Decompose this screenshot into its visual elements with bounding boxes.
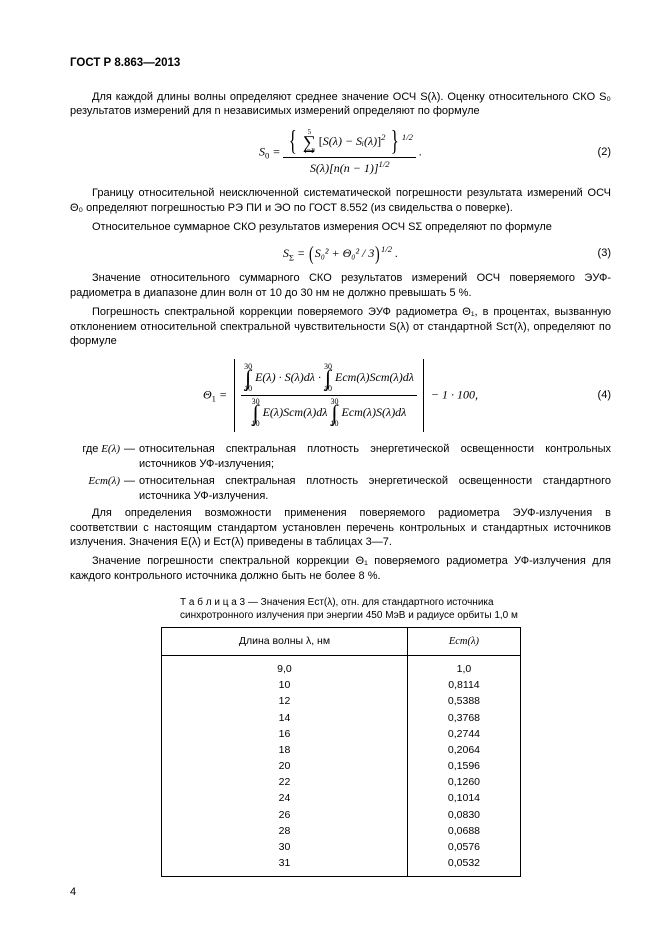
equation-4: Θ1 = 30∫10 E(λ) · S(λ)dλ · 30∫10 Eст(λ)S… [70,359,611,432]
para-7: Значение погрешности спектральной коррек… [70,554,611,584]
table-row: 300,0576 [161,839,520,855]
table-row: 9,01,0 [161,656,520,678]
table-caption-3: Т а б л и ц а 3 — Значения Eст(λ), отн. … [180,596,550,623]
para-2: Границу относительной неисключенной сист… [70,186,611,216]
equation-3: SΣ = (S₀² + Θ₀² / 3)1/2 . (3) [70,245,611,261]
th-est: Eст(λ) [408,627,520,655]
table-row: 280,0688 [161,823,520,839]
para-3: Относительное суммарное СКО результатов … [70,220,611,235]
eq-num-3: (3) [598,246,611,261]
equation-2: S0 = { 5∑i=1 [S(λ) − Sᵢ(λ)]2 }1/2 S(λ)[n… [70,129,611,176]
table-row: 100,8114 [161,677,520,693]
where-block: где E(λ) — относительная спектральная пл… [70,442,611,503]
page: ГОСТ Р 8.863—2013 Для каждой длины волны… [0,0,661,935]
table-row: 310,0532 [161,855,520,877]
para-6: Для определения возможности применения п… [70,506,611,551]
eq-num-2: (2) [598,145,611,160]
table-row: 140,3768 [161,710,520,726]
table-row: 180,2064 [161,742,520,758]
page-number: 4 [70,885,76,900]
para-1: Для каждой длины волны определяют средне… [70,90,611,120]
doc-header: ГОСТ Р 8.863—2013 [70,56,611,72]
eq-num-4: (4) [598,388,611,403]
table-row: 120,5388 [161,693,520,709]
table-row: 200,1596 [161,758,520,774]
table-row: 260,0830 [161,807,520,823]
table-3: Длина волны λ, нм Eст(λ) 9,01,0100,81141… [161,627,521,877]
table-row: 160,2744 [161,726,520,742]
th-wavelength: Длина волны λ, нм [161,627,408,655]
para-4: Значение относительного суммарного СКО р… [70,271,611,301]
table-row: 240,1014 [161,790,520,806]
table-row: 220,1260 [161,774,520,790]
para-5: Погрешность спектральной коррекции повер… [70,305,611,350]
